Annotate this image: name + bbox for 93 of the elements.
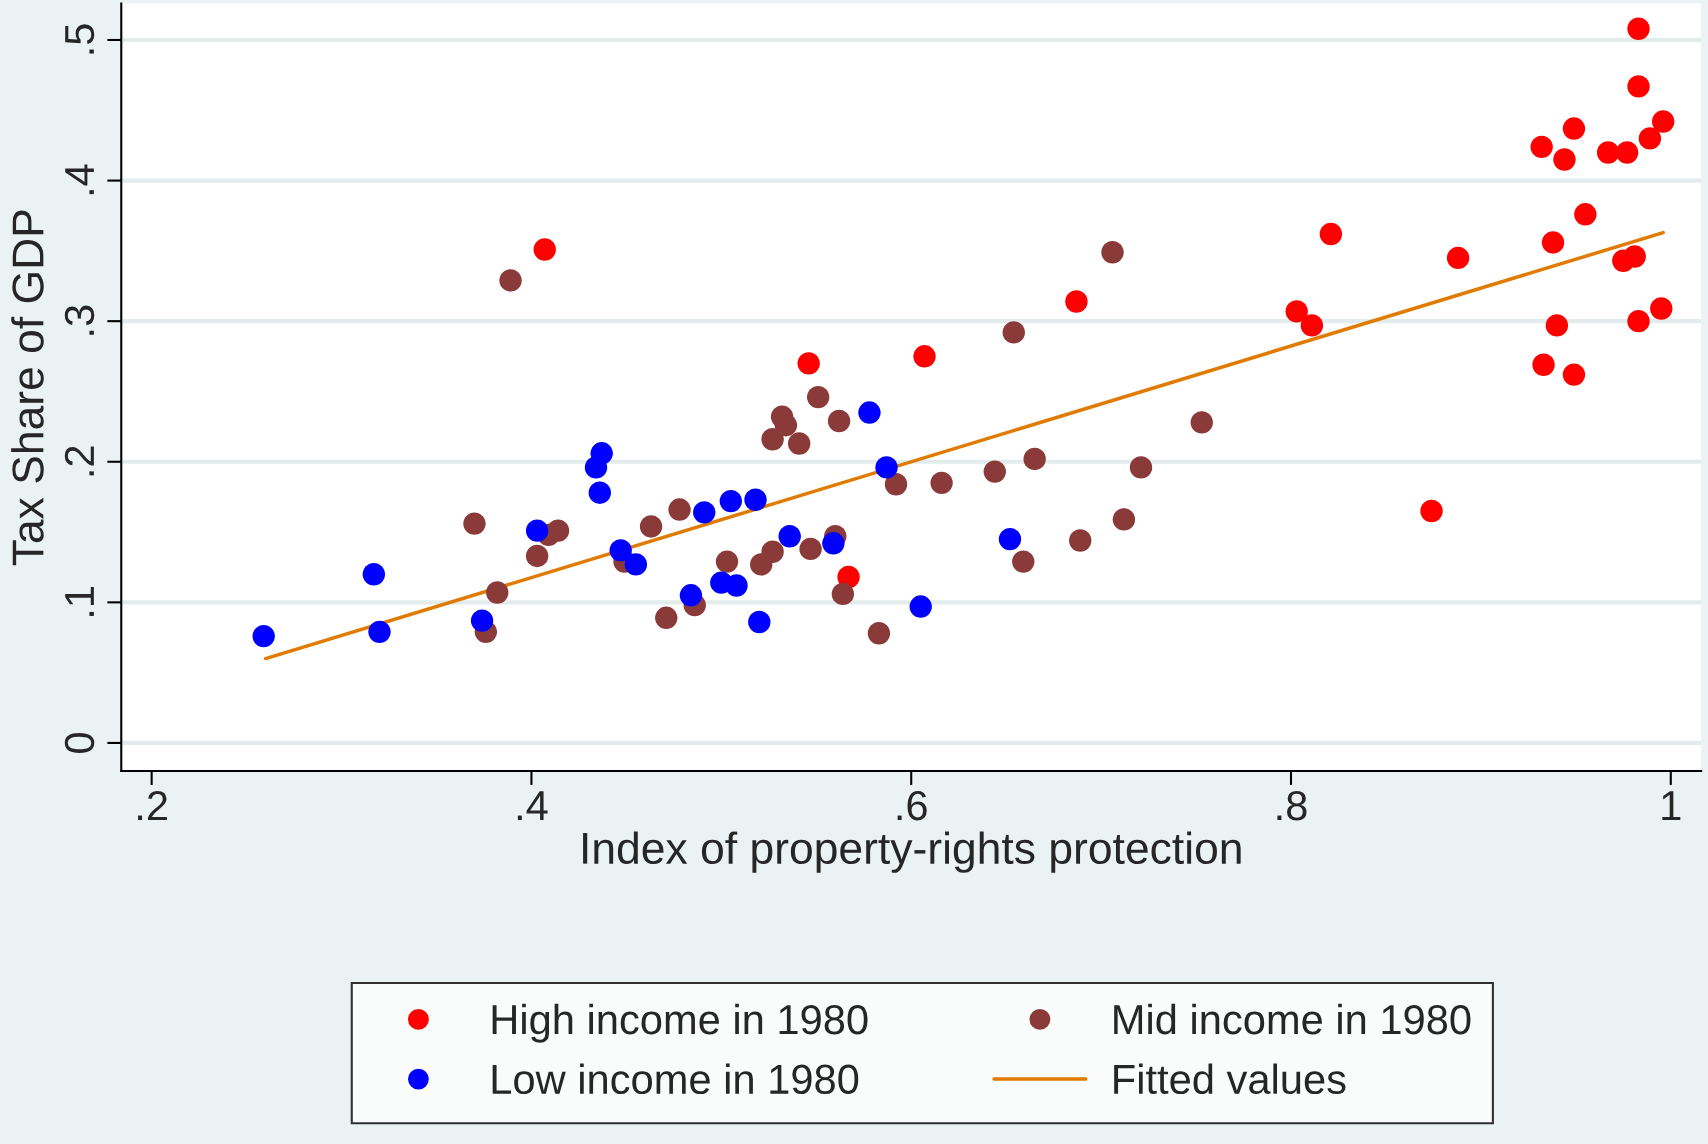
point: [797, 352, 820, 375]
point: [1532, 353, 1555, 376]
point: [525, 544, 549, 568]
point: [252, 624, 275, 648]
point: [867, 622, 891, 645]
point: [639, 515, 663, 538]
point: [533, 238, 556, 261]
point: [546, 519, 570, 542]
y-tick-label: .5: [65, 24, 95, 54]
point: [1190, 411, 1213, 434]
point: [909, 595, 932, 618]
point: [362, 563, 386, 586]
point: [693, 501, 716, 524]
point: [588, 481, 611, 504]
point: [1596, 141, 1620, 164]
point: [1012, 550, 1035, 573]
point: [499, 269, 522, 292]
point: [1129, 456, 1153, 479]
point: [1638, 127, 1662, 150]
point: [1420, 499, 1443, 523]
point: [719, 489, 743, 513]
x-tick-label: .6: [897, 790, 927, 821]
point: [744, 488, 767, 511]
legend-label: Fitted values: [1114, 1063, 1346, 1095]
point: [827, 409, 851, 433]
y-tick-label: 0: [64, 732, 95, 753]
point: [858, 401, 881, 424]
point: [913, 345, 936, 368]
point: [884, 473, 908, 496]
point: [1627, 309, 1650, 333]
point: [1615, 141, 1639, 164]
point: [1562, 363, 1586, 386]
point: [655, 606, 678, 630]
point: [525, 519, 549, 542]
point: [930, 471, 953, 495]
point: [806, 385, 830, 409]
legend-label: Low income in 1980: [492, 1063, 859, 1095]
point: [983, 460, 1006, 483]
point: [761, 540, 784, 563]
point: [1065, 290, 1088, 313]
x-tick-label: .8: [1277, 790, 1307, 821]
point: [1069, 529, 1092, 552]
point: [998, 527, 1022, 551]
point: [1627, 17, 1650, 40]
point: [1285, 300, 1308, 323]
y-tick-label: .4: [65, 164, 94, 195]
point: [831, 582, 855, 606]
point: [368, 620, 391, 644]
point: [679, 584, 703, 607]
legend-label: Mid income in 1980: [1114, 1003, 1471, 1035]
y-tick-label: .3: [64, 305, 95, 335]
point: [1446, 246, 1470, 270]
point: [1574, 203, 1597, 226]
point: [1541, 231, 1565, 254]
legend-label: High income in 1980: [492, 1003, 868, 1043]
point: [787, 432, 811, 455]
point: [1627, 75, 1650, 98]
x-tick-label: .4: [517, 791, 548, 820]
point: [1553, 148, 1576, 171]
point: [486, 581, 509, 604]
point: [1101, 241, 1124, 264]
point: [590, 442, 613, 465]
point: [715, 550, 739, 573]
x-tick-label: 1: [1662, 791, 1681, 820]
point: [761, 428, 784, 451]
point: [1300, 314, 1324, 337]
point: [1002, 321, 1025, 344]
y-tick-label: .1: [65, 587, 94, 616]
point: [1650, 297, 1673, 320]
point: [1562, 117, 1586, 140]
point: [470, 609, 494, 632]
point: [725, 574, 748, 597]
point: [1112, 508, 1136, 531]
point: [609, 539, 632, 562]
point: [799, 537, 822, 561]
point: [748, 610, 771, 634]
point: [1623, 245, 1646, 268]
point: [463, 512, 486, 535]
point: [778, 525, 801, 548]
point: [668, 498, 691, 521]
x-axis-title: Index of property-rights protection: [583, 831, 1241, 873]
point: [624, 553, 648, 576]
point: [822, 532, 845, 555]
point: [1319, 222, 1343, 246]
point: [1652, 110, 1675, 133]
point: [1023, 447, 1046, 471]
point: [774, 414, 798, 437]
point: [875, 456, 898, 479]
point: [1530, 135, 1553, 159]
point: [1545, 314, 1569, 337]
x-tick-label: .2: [138, 790, 167, 820]
y-tick-label: .2: [64, 446, 94, 476]
y-axis-title: Tax Share of GDP: [11, 210, 44, 566]
